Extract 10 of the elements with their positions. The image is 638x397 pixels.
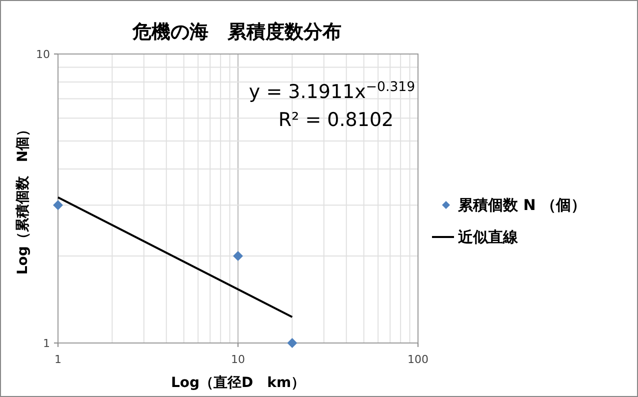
legend-label: 累積個数 N （個） <box>457 196 586 214</box>
x-tick-label: 100 <box>408 353 428 366</box>
x-tick-label: 10 <box>231 353 245 366</box>
chart-title: 危機の海 累積度数分布 <box>132 21 342 43</box>
x-axis-title: Log（直径D km） <box>170 375 306 391</box>
legend-label: 近似直線 <box>457 228 519 246</box>
x-tick-label: 1 <box>54 353 62 366</box>
y-axis-title: Log（累積個数 N個） <box>15 122 31 275</box>
annotation: y = 3.1911x$^{−0.319}$ <box>248 80 416 103</box>
annotation: R² = 0.8102 <box>278 109 394 131</box>
